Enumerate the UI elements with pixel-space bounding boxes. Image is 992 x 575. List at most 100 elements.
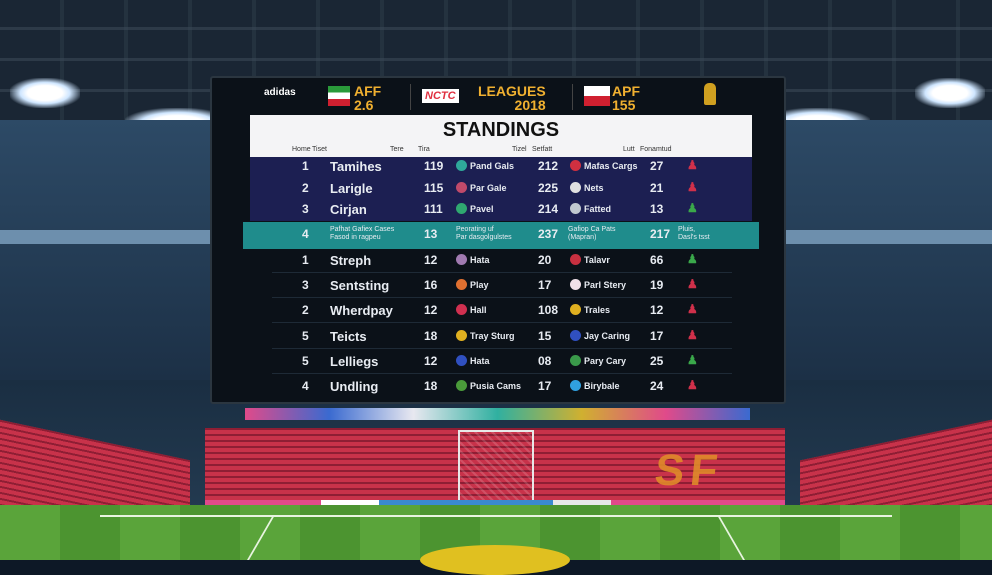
team-crest-icon xyxy=(456,160,467,171)
column-header: Tiset xyxy=(312,146,327,153)
opponent-name: Talavr xyxy=(584,255,610,265)
column-header: Tere xyxy=(390,146,404,153)
stat: 212 xyxy=(538,159,559,173)
team-name: Sentsting xyxy=(330,278,390,293)
form-badge-icon: ♟ xyxy=(687,252,698,266)
form-badge-icon: ♟ xyxy=(687,328,698,342)
table-row: 1 Tamihes 119 Pand Gals 212 Mafas Cargs 27 ♟ xyxy=(212,155,788,177)
team-crest-icon xyxy=(570,380,581,391)
stat: 25 xyxy=(650,354,664,368)
stand-ring xyxy=(0,230,220,244)
form-badge-icon: ♟ xyxy=(687,302,698,316)
team-name: Tamihes xyxy=(330,159,382,174)
table-row: 1 Streph 12 Hata 20 Talavr 66 ♟ xyxy=(212,249,788,271)
seats-center xyxy=(205,428,785,500)
team-name: Streph xyxy=(330,253,372,268)
led-ribbon xyxy=(245,408,750,420)
team-crest-icon xyxy=(570,355,581,366)
scoreboard: adidas AFF 2.6 NCTC LEAGUES 2018 APF 155 ST… xyxy=(210,76,786,404)
rank: 2 xyxy=(302,303,309,317)
opponent-name: Jay Caring xyxy=(584,331,631,341)
stat: 17 xyxy=(538,379,552,393)
adidas-logo: adidas xyxy=(264,87,296,98)
stand-ring xyxy=(775,230,992,244)
stat: 108 xyxy=(538,303,559,317)
table-row: 3 Sentsting 16 Play 17 Parl Stery 19 ♟ xyxy=(212,274,788,296)
team-crest-icon xyxy=(456,380,467,391)
floodlight xyxy=(10,78,80,108)
stat: 119 xyxy=(424,159,444,173)
stat: 225 xyxy=(538,181,559,195)
team-crest-icon xyxy=(456,355,467,366)
team-crest-icon xyxy=(570,330,581,341)
highlight-row-content: 4 Pafhat Gafiex Cases Fasod in ragpeu 13 … xyxy=(302,226,710,241)
opponent-name: Parl Stery xyxy=(584,280,627,290)
stat: 18 xyxy=(424,329,438,343)
table-row: 5 Lelliegs 12 Hata 08 Pary Cary 25 ♟ xyxy=(212,350,788,372)
stat: 27 xyxy=(650,159,664,173)
rank: 3 xyxy=(302,202,309,216)
stat: 21 xyxy=(650,181,664,195)
form-badge-icon: ♟ xyxy=(687,180,698,194)
stat: 66 xyxy=(650,253,664,267)
stat: 20 xyxy=(538,253,552,267)
stat: 15 xyxy=(538,329,552,343)
stat: 12 xyxy=(424,354,438,368)
team-crest-icon xyxy=(456,279,467,290)
team-crest-icon xyxy=(570,254,581,265)
column-header: Home xyxy=(292,146,311,153)
opponent-name: Nets xyxy=(584,183,604,193)
stadium-roof xyxy=(0,0,992,120)
stat: 12 xyxy=(424,303,438,317)
form-badge-icon: ♟ xyxy=(687,158,698,172)
league-title: LEAGUES 2018 xyxy=(478,83,546,113)
stat: 17 xyxy=(650,329,664,343)
rank: 1 xyxy=(302,159,309,173)
standings-title: STANDINGS xyxy=(442,119,560,141)
form-badge-icon: ♟ xyxy=(687,378,698,392)
upper-stand-right xyxy=(760,120,992,380)
stat: 111 xyxy=(424,202,443,216)
table-row: 3 Cirjan 111 Pavel 214 Fatted 13 ♟ xyxy=(212,198,788,220)
stat: 17 xyxy=(538,278,552,292)
team-name: Larigle xyxy=(330,181,373,196)
form-badge-icon: ♟ xyxy=(687,277,698,291)
team-crest-icon xyxy=(456,182,467,193)
team-crest-icon xyxy=(570,160,581,171)
standings-header: STANDINGS Home Tiset Tere Tira Tizel Set… xyxy=(250,115,752,157)
team-crest-icon xyxy=(456,203,467,214)
pitch xyxy=(0,505,992,575)
form-badge-icon: ♟ xyxy=(687,201,698,215)
top-rows-band xyxy=(250,157,752,221)
rank: 2 xyxy=(302,181,309,195)
opponent-name: Birybale xyxy=(584,381,620,391)
table-row: 2 Wherdpay 12 Hall 108 Trales 12 ♟ xyxy=(212,299,788,321)
column-header: Lutt xyxy=(623,146,635,153)
rank: 4 xyxy=(302,379,309,393)
flag-icon xyxy=(328,86,350,106)
team-crest-icon xyxy=(570,203,581,214)
rank: 1 xyxy=(302,253,309,267)
rank: 5 xyxy=(302,354,309,368)
stat: 08 xyxy=(538,354,552,368)
stand-lettering: SF xyxy=(652,446,726,495)
column-header: Setfatt xyxy=(532,146,553,153)
opponent-name: Play xyxy=(470,280,489,290)
upper-stand-left xyxy=(0,120,240,380)
table-row: 5 Teicts 18 Tray Sturg 15 Jay Caring 17 ♟ xyxy=(212,325,788,347)
floodlight xyxy=(915,78,985,108)
opponent-name: Hata xyxy=(470,255,490,265)
table-row: 4 Undling 18 Pusia Cams 17 Birybale 24 ♟ xyxy=(212,375,788,397)
highlight-row xyxy=(243,222,759,249)
stat: 12 xyxy=(650,303,664,317)
opponent-name: Pavel xyxy=(470,204,494,214)
opponent-name: Par Gale xyxy=(470,183,507,193)
table-row: 2 Larigle 115 Par Gale 225 Nets 21 ♟ xyxy=(212,177,788,199)
stat: 19 xyxy=(650,278,664,292)
column-header: Tira xyxy=(418,146,430,153)
team-name: Lelliegs xyxy=(330,354,379,369)
stat: 18 xyxy=(424,379,438,393)
team-crest-icon xyxy=(570,279,581,290)
opponent-name: Fatted xyxy=(584,204,611,214)
team-name: Teicts xyxy=(330,329,367,344)
